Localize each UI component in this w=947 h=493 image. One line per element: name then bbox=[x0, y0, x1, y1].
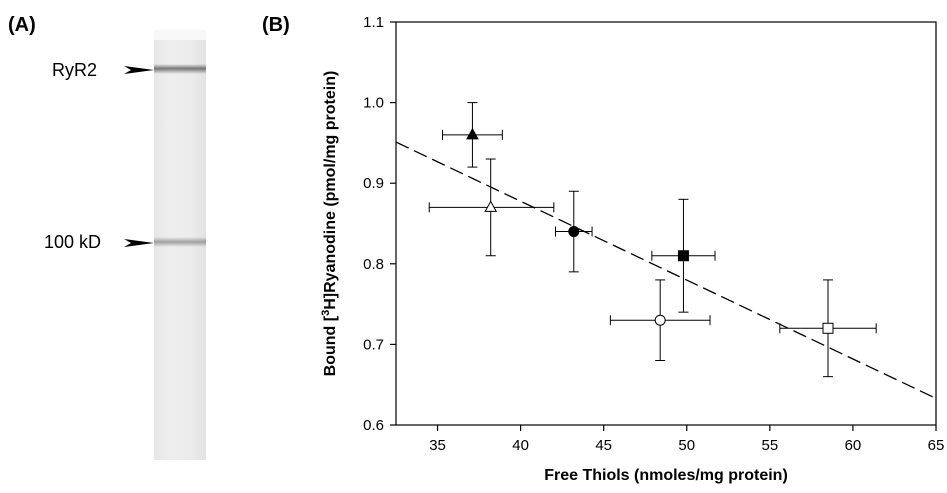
fit-line-group bbox=[395, 141, 937, 399]
panel-a-label: (A) bbox=[8, 14, 36, 36]
data-point-triangle-open bbox=[484, 200, 498, 212]
fit-line bbox=[395, 141, 937, 399]
data-point-square-open bbox=[822, 322, 834, 334]
gel-lane bbox=[154, 30, 206, 460]
data-point-square-filled bbox=[677, 250, 689, 262]
gel-well bbox=[154, 30, 206, 40]
x-tick-label: 55 bbox=[762, 437, 779, 454]
100kd-arrow-icon bbox=[124, 239, 154, 247]
ryr2-label: RyR2 bbox=[52, 60, 98, 80]
y-axis-label: Bound [3H]Ryanodine (pmol/mg protein) bbox=[320, 71, 339, 377]
x-tick-label: 50 bbox=[678, 437, 695, 454]
y-tick-label: 1.0 bbox=[363, 95, 384, 112]
x-tick-label: 45 bbox=[595, 437, 612, 454]
y-tick-label: 0.9 bbox=[363, 175, 384, 192]
y-tick-label: 0.8 bbox=[363, 256, 384, 273]
error-bars bbox=[428, 102, 877, 378]
x-tick-label: 40 bbox=[512, 437, 529, 454]
x-axis-label: Free Thiols (nmoles/mg protein) bbox=[544, 467, 788, 484]
x-tick-label: 60 bbox=[845, 437, 862, 454]
y-tick-label: 1.1 bbox=[363, 14, 384, 31]
data-point-circle-filled bbox=[568, 226, 580, 238]
100kd-label: 100 kD bbox=[44, 232, 102, 252]
100kd-band bbox=[154, 237, 206, 247]
data-points bbox=[466, 127, 834, 334]
chart-axes: 35 40 45 50 55 60 65 0.6 0.7 0.8 0.9 1.0 1.1 bbox=[363, 14, 944, 454]
ryr2-arrow-icon bbox=[124, 66, 154, 74]
axis-labels: Free Thiols (nmoles/mg protein) Bound [3H… bbox=[320, 71, 788, 484]
data-point-triangle-filled bbox=[466, 127, 479, 140]
ryr2-band bbox=[154, 64, 206, 74]
x-tick-label: 35 bbox=[429, 437, 446, 454]
data-point-circle-open bbox=[654, 314, 666, 326]
y-tick-label: 0.7 bbox=[363, 336, 384, 353]
panel-b-label: (B) bbox=[262, 14, 290, 36]
x-tick-label: 65 bbox=[928, 437, 945, 454]
plot-frame bbox=[395, 21, 937, 426]
y-tick-label: 0.6 bbox=[363, 417, 384, 434]
